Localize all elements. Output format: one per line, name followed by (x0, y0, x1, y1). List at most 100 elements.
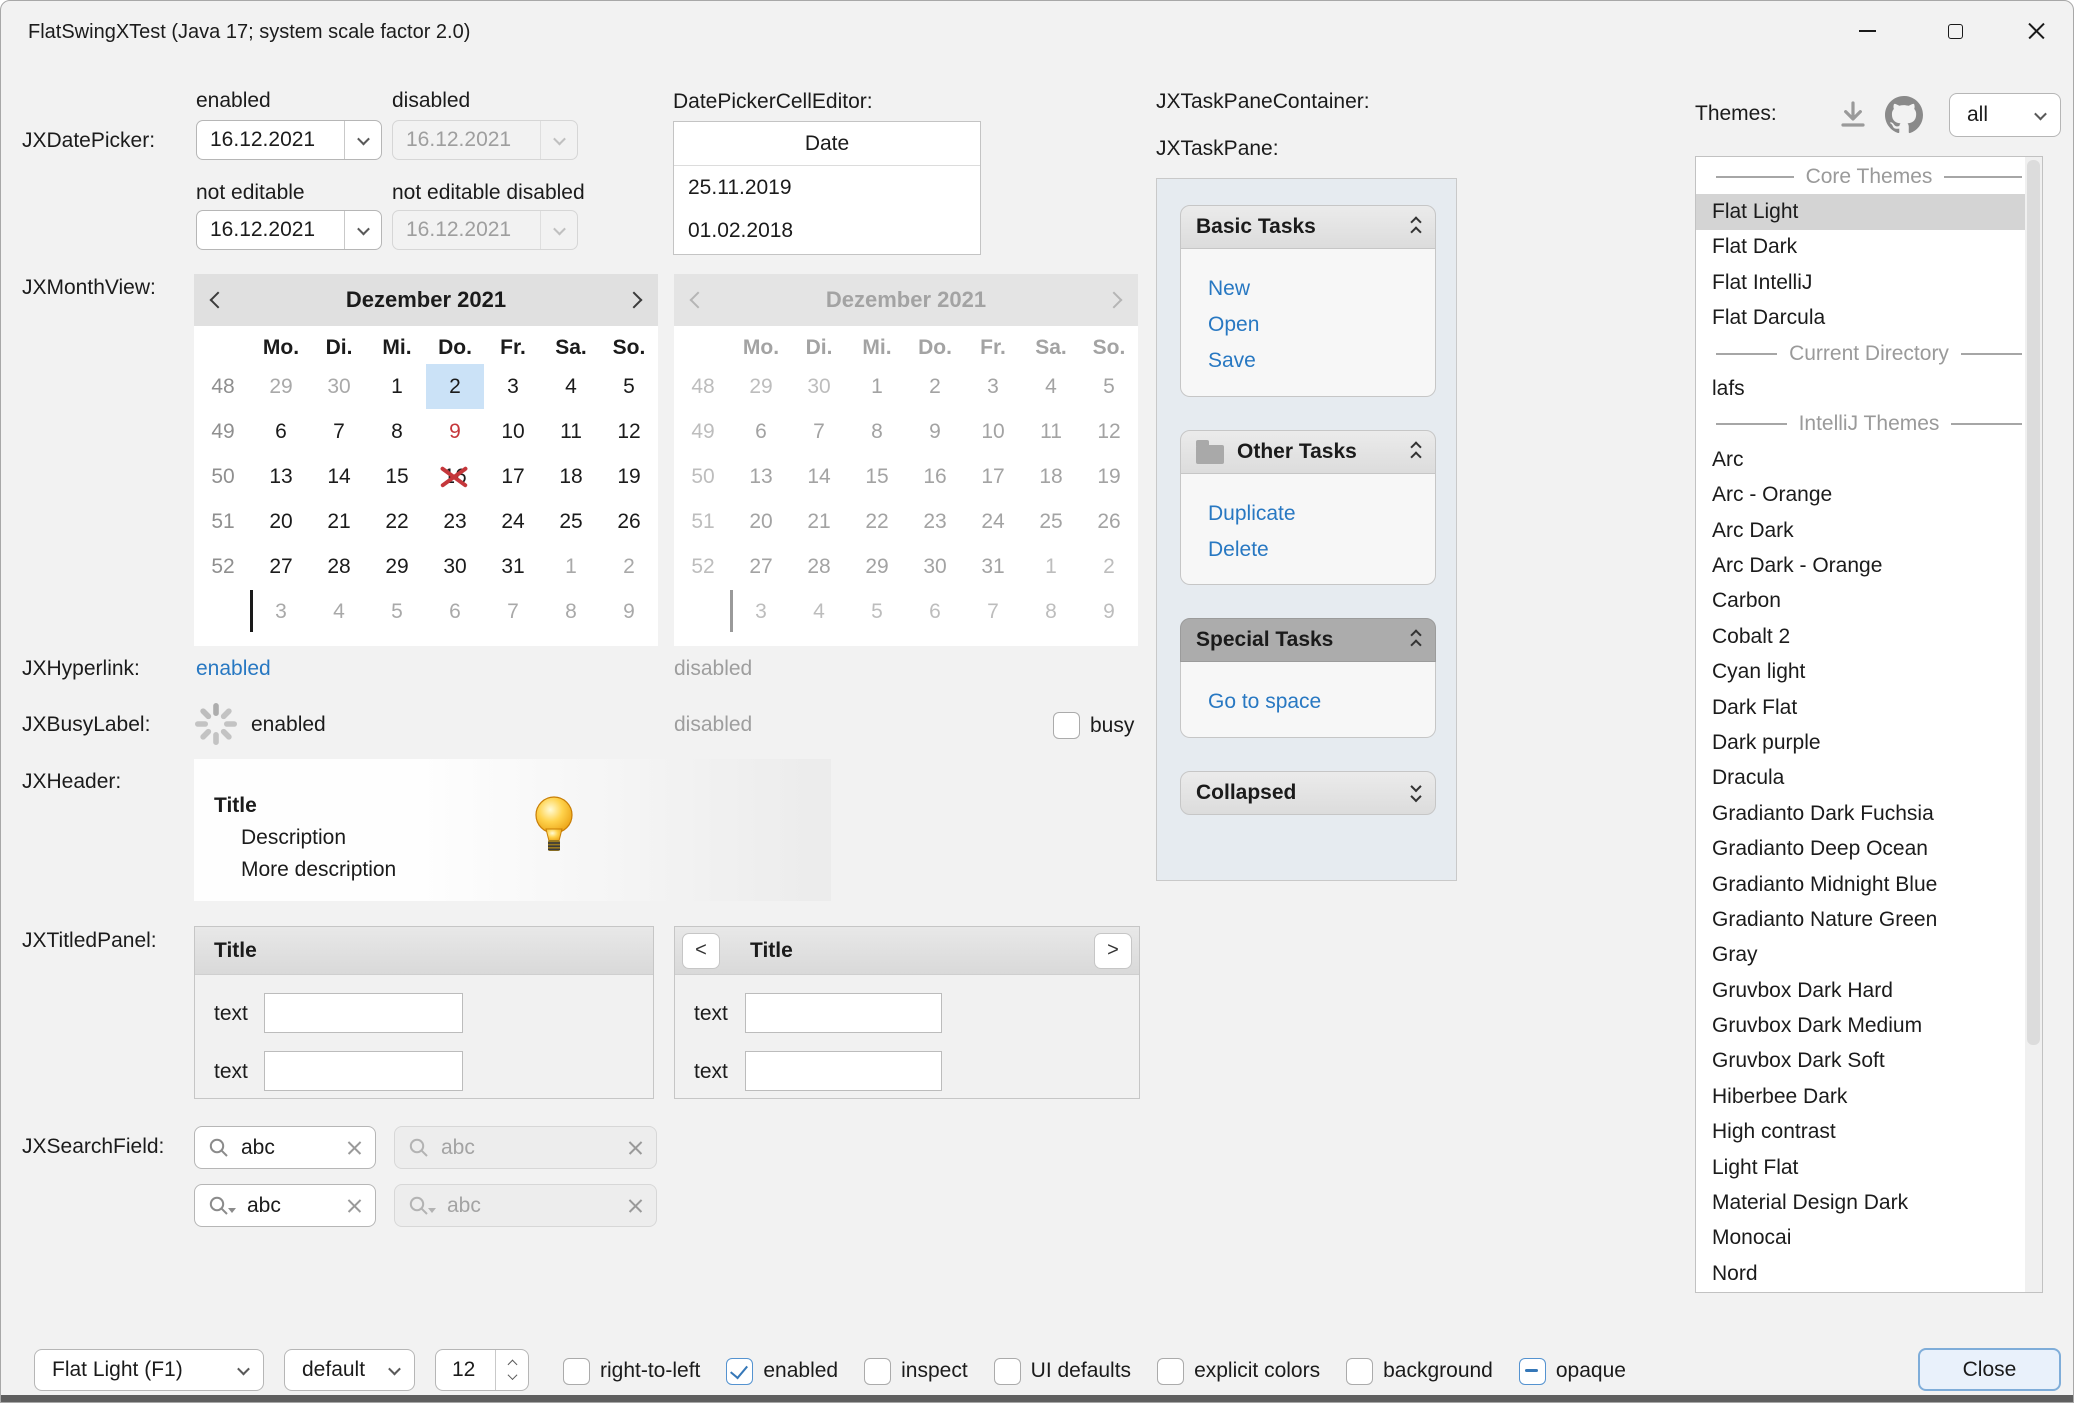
day-cell[interactable]: 3 (507, 374, 519, 398)
day-cell[interactable]: 21 (327, 509, 351, 533)
clear-search-icon[interactable] (346, 1197, 363, 1214)
laf-combobox[interactable]: Flat Light (F1) (34, 1349, 264, 1391)
theme-list-item[interactable]: Flat Dark (1712, 235, 1798, 259)
theme-list-item[interactable]: Flat IntelliJ (1712, 270, 1813, 294)
day-cell[interactable] (194, 589, 253, 634)
day-cell[interactable]: 12 (617, 419, 641, 443)
scale-combobox[interactable]: default (284, 1349, 415, 1391)
themes-filter-combobox[interactable]: all (1949, 93, 2061, 137)
task-link[interactable]: Delete (1208, 538, 1269, 561)
day-cell[interactable]: 22 (385, 509, 409, 533)
option-checkbox[interactable]: inspect (864, 1357, 968, 1385)
day-cell[interactable]: 25 (559, 509, 583, 533)
day-cell[interactable]: 11 (560, 419, 582, 443)
text-input[interactable] (264, 1051, 463, 1091)
task-link[interactable]: Open (1208, 313, 1260, 336)
day-cell[interactable]: 31 (501, 554, 525, 578)
close-window-button[interactable] (1999, 1, 2073, 61)
panel-left-button[interactable]: < (682, 932, 720, 969)
option-checkbox[interactable]: UI defaults (993, 1357, 1131, 1385)
day-cell[interactable]: 30 (443, 554, 467, 578)
theme-list-item[interactable]: Current Directory (1696, 336, 2042, 371)
taskpane-header[interactable]: Other Tasks (1180, 430, 1436, 474)
theme-list-item[interactable]: Dark Flat (1712, 695, 1798, 719)
theme-list-item[interactable]: Cyan light (1712, 660, 1806, 684)
day-cell[interactable]: 16 (426, 454, 484, 499)
theme-list-item[interactable]: Material Design Dark (1712, 1191, 1909, 1215)
theme-list-item[interactable]: Gruvbox Dark Medium (1712, 1014, 1923, 1038)
day-cell[interactable]: 3 (275, 599, 287, 623)
theme-list-item[interactable]: Hiberbee Dark (1712, 1084, 1848, 1108)
theme-list-item[interactable]: Carbon (1712, 589, 1781, 613)
datepicker-dropdown-button[interactable] (344, 211, 381, 249)
font-size-spinner[interactable]: 12 (435, 1349, 529, 1391)
datepicker-enabled[interactable]: 16.12.2021 (196, 120, 382, 160)
text-input[interactable] (264, 993, 463, 1033)
task-link[interactable]: Save (1208, 349, 1256, 372)
taskpane-header[interactable]: Basic Tasks (1180, 205, 1436, 249)
clear-search-icon[interactable] (346, 1139, 363, 1156)
day-cell[interactable]: 17 (501, 464, 525, 488)
panel-right-button[interactable]: > (1094, 932, 1132, 969)
datepicker-dropdown-button[interactable] (344, 121, 381, 159)
day-cell[interactable]: 4 (565, 374, 577, 398)
datepicker-not-editable[interactable]: 16.12.2021 (196, 210, 382, 250)
day-cell[interactable]: 13 (269, 464, 293, 488)
theme-list-item[interactable]: Gruvbox Dark Hard (1712, 978, 1893, 1002)
text-input[interactable] (745, 993, 942, 1033)
day-cell[interactable]: 29 (269, 374, 293, 398)
day-cell[interactable]: 10 (501, 419, 525, 443)
task-link[interactable]: New (1208, 277, 1251, 300)
option-checkbox[interactable]: enabled (726, 1357, 838, 1385)
day-cell[interactable]: 8 (565, 599, 577, 623)
theme-list-item[interactable]: Nord (1712, 1261, 1758, 1285)
day-cell[interactable]: 1 (565, 554, 577, 578)
search-field-dropdown-enabled[interactable]: abc (194, 1184, 376, 1227)
day-cell[interactable]: 19 (617, 464, 641, 488)
day-cell[interactable]: 5 (623, 374, 635, 398)
scrollbar-thumb[interactable] (2027, 160, 2040, 1046)
day-cell[interactable]: 9 (449, 419, 461, 443)
theme-list-item[interactable]: High contrast (1712, 1120, 1836, 1144)
theme-list-item[interactable]: Gray (1712, 943, 1758, 967)
day-cell[interactable]: 26 (617, 509, 641, 533)
taskpane-header[interactable]: Collapsed (1180, 771, 1436, 815)
day-cell[interactable]: 2 (623, 554, 635, 578)
busy-checkbox[interactable]: busy (1053, 712, 1134, 739)
day-cell[interactable]: 5 (391, 599, 403, 623)
theme-list-item[interactable]: Cobalt 2 (1712, 624, 1791, 648)
theme-list-item[interactable]: Gradianto Nature Green (1712, 907, 1938, 931)
theme-list-item[interactable]: Arc (1712, 447, 1744, 471)
taskpane-header[interactable]: Special Tasks (1180, 618, 1436, 662)
day-cell[interactable]: 30 (327, 374, 351, 398)
day-cell[interactable]: 6 (275, 419, 287, 443)
theme-list-item[interactable]: IntelliJ Themes (1696, 407, 2042, 442)
theme-list-item[interactable]: Gradianto Dark Fuchsia (1712, 801, 1934, 825)
download-icon[interactable] (1837, 99, 1869, 131)
theme-list-item[interactable]: Core Themes (1696, 159, 2042, 194)
day-cell[interactable]: 50 (211, 464, 235, 488)
theme-list-item[interactable]: lafs (1712, 377, 1745, 401)
theme-list-item[interactable]: Dracula (1712, 766, 1785, 790)
day-cell[interactable]: 9 (623, 599, 635, 623)
day-cell[interactable]: 4 (333, 599, 345, 623)
theme-list-item[interactable]: Flat Darcula (1712, 306, 1826, 330)
table-row[interactable]: 25.11.2019 (688, 175, 792, 199)
day-cell[interactable]: 52 (211, 554, 235, 578)
option-checkbox[interactable]: explicit colors (1157, 1357, 1320, 1385)
option-checkbox[interactable]: opaque (1518, 1357, 1626, 1385)
theme-list-item[interactable]: Arc - Orange (1712, 483, 1833, 507)
theme-list-item[interactable]: Gradianto Deep Ocean (1712, 837, 1928, 861)
prev-month-button[interactable] (194, 291, 242, 309)
day-cell[interactable]: 7 (507, 599, 519, 623)
themes-scrollbar[interactable] (2025, 157, 2042, 1292)
day-cell[interactable]: 29 (385, 554, 409, 578)
day-cell[interactable]: 20 (269, 509, 293, 533)
text-input[interactable] (745, 1051, 942, 1091)
theme-list-item[interactable]: Arc Dark - Orange (1712, 553, 1883, 577)
theme-list-item[interactable]: Flat Light (1696, 194, 2042, 230)
day-cell[interactable]: 49 (211, 419, 235, 443)
day-cell[interactable]: 2 (426, 364, 484, 409)
task-link[interactable]: Go to space (1208, 690, 1322, 713)
close-button[interactable]: Close (1918, 1348, 2061, 1391)
